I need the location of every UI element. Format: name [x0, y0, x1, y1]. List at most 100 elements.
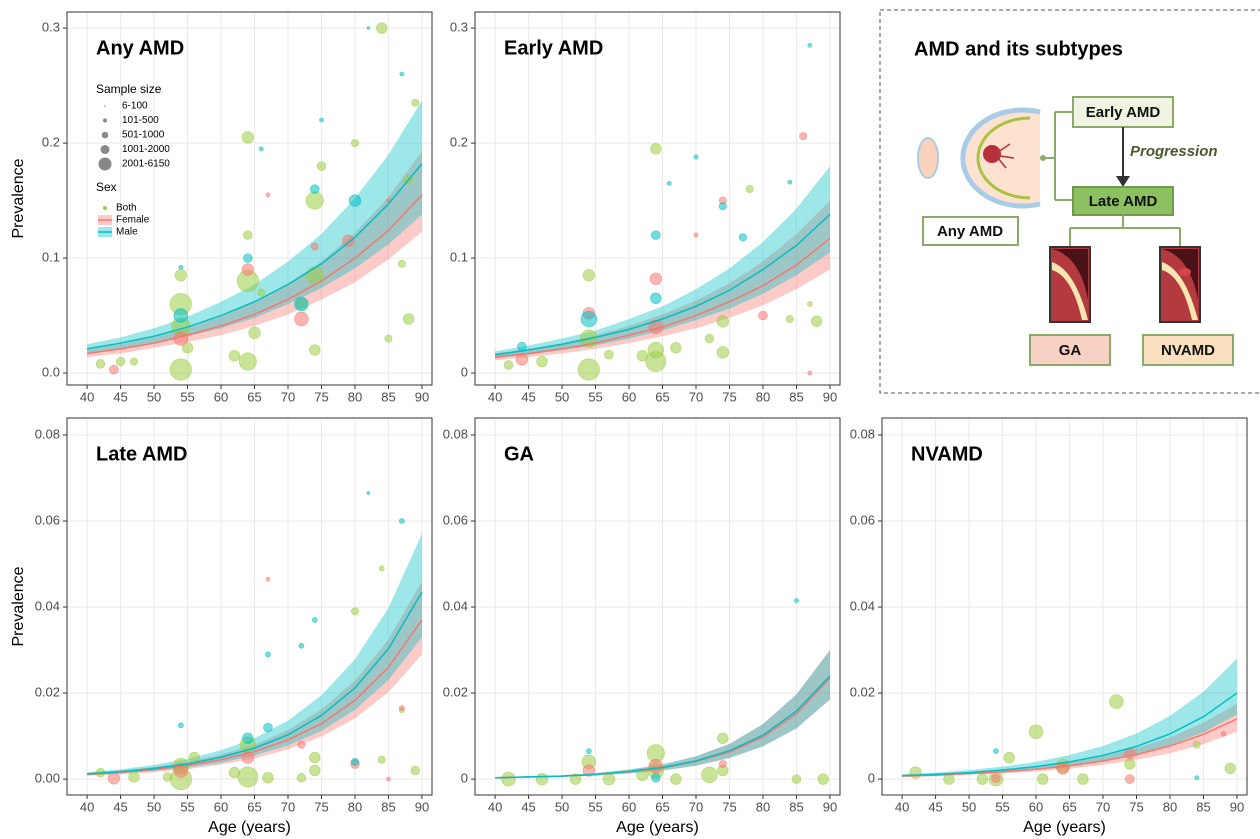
point [367, 27, 370, 30]
panel: 404550556065707580859000.020.040.060.08N… [850, 418, 1247, 836]
point [311, 243, 318, 250]
point [694, 233, 698, 237]
point [1221, 731, 1226, 736]
point [705, 334, 714, 343]
point [517, 342, 526, 351]
late-label: Late AMD [1089, 193, 1158, 210]
point [1037, 774, 1048, 785]
x-tick-label: 65 [247, 389, 261, 404]
point [242, 131, 254, 143]
legend-size-key [104, 105, 106, 107]
figure: AMD and its subtypes Early AMD Progressi… [0, 0, 1260, 839]
point [309, 765, 320, 776]
point [130, 358, 137, 365]
point [1195, 776, 1199, 780]
point [242, 733, 253, 744]
legend-size-key [103, 119, 107, 123]
point [385, 335, 392, 342]
x-tick-label: 65 [1062, 799, 1076, 814]
point [536, 773, 548, 785]
legend-title: Sample size [96, 82, 162, 96]
point [578, 359, 599, 380]
point [759, 311, 768, 320]
point [800, 133, 807, 140]
point [243, 254, 252, 263]
point [349, 195, 361, 207]
legend-title: Sex [96, 180, 117, 194]
point [910, 767, 922, 779]
point [376, 23, 387, 34]
point [811, 316, 822, 327]
y-tick-label: 0.04 [443, 598, 468, 613]
x-tick-label: 90 [415, 389, 429, 404]
point [96, 359, 105, 368]
x-tick-label: 60 [1029, 799, 1043, 814]
point [648, 342, 664, 358]
point [297, 773, 306, 782]
legend-size-key [99, 158, 112, 171]
x-axis-title: Age (years) [208, 819, 291, 836]
x-tick-label: 40 [80, 799, 94, 814]
x-tick-label: 40 [488, 799, 502, 814]
x-tick-label: 90 [823, 799, 837, 814]
x-tick-label: 50 [962, 799, 976, 814]
x-tick-label: 55 [180, 389, 194, 404]
x-tick-label: 80 [1163, 799, 1177, 814]
point [403, 314, 414, 325]
y-tick-label: 0.1 [42, 249, 60, 264]
x-tick-label: 65 [247, 799, 261, 814]
panel-title: GA [504, 443, 534, 465]
branch [1070, 215, 1180, 247]
arrow-head [1116, 176, 1130, 187]
point [175, 269, 187, 281]
point [379, 566, 384, 571]
point [808, 371, 812, 375]
point [317, 162, 326, 171]
legend-label: 101-500 [122, 115, 159, 126]
point [351, 139, 358, 146]
x-axis-title: Age (years) [1023, 819, 1106, 836]
early-label: Early AMD [1086, 104, 1161, 121]
x-tick-label: 65 [655, 799, 669, 814]
point [242, 264, 254, 276]
legend-label: 2001-6150 [122, 159, 170, 170]
legend-size-key [101, 145, 110, 154]
x-tick-label: 85 [381, 389, 395, 404]
point [649, 759, 663, 773]
point [299, 643, 304, 648]
y-tick-label: 0.02 [443, 684, 468, 699]
any-label: Any AMD [937, 223, 1003, 240]
point [651, 773, 660, 782]
x-tick-label: 85 [381, 799, 395, 814]
point [265, 652, 270, 657]
point [367, 492, 370, 495]
diagram-title: AMD and its subtypes [914, 38, 1123, 60]
point [259, 147, 263, 151]
x-tick-label: 80 [348, 389, 362, 404]
point [1109, 695, 1123, 709]
x-tick-label: 45 [521, 389, 535, 404]
point [794, 598, 798, 602]
point [993, 749, 998, 754]
point [399, 706, 404, 711]
x-tick-label: 75 [314, 389, 328, 404]
point [319, 118, 323, 122]
x-tick-label: 85 [789, 389, 803, 404]
point [249, 327, 261, 339]
point [116, 357, 125, 366]
bracket-dot [1040, 155, 1046, 161]
x-tick-label: 75 [314, 799, 328, 814]
point [788, 180, 792, 184]
x-tick-label: 50 [147, 389, 161, 404]
nvamd-icon [1160, 247, 1200, 322]
x-tick-label: 65 [655, 389, 669, 404]
y-tick-label: 0.3 [450, 20, 468, 35]
panel: 404550556065707580859000.10.20.3Early AM… [450, 12, 840, 404]
legend-label: 1001-2000 [122, 144, 170, 155]
x-tick-label: 40 [895, 799, 909, 814]
point [502, 772, 516, 786]
y-tick-label: 0.06 [35, 512, 60, 527]
y-tick-label: 0 [461, 364, 468, 379]
x-tick-label: 55 [180, 799, 194, 814]
